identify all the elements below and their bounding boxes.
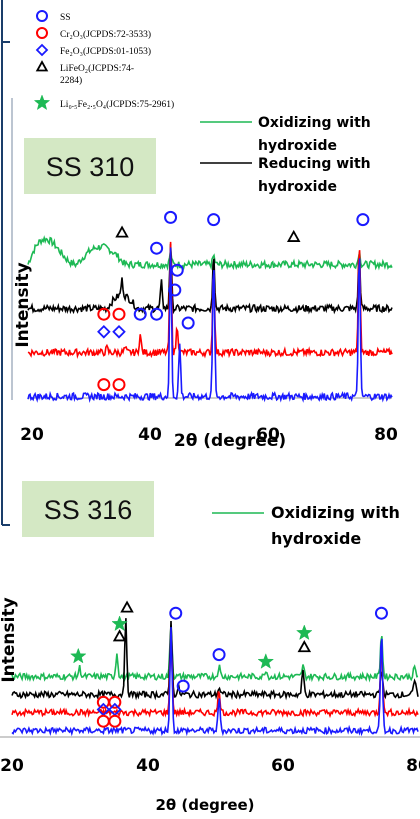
series-line (27, 243, 393, 315)
marker-circle (176, 679, 190, 693)
x-axis-label: 2θ (degree) (155, 796, 254, 814)
marker-circle (164, 210, 178, 224)
marker-circle (96, 714, 110, 728)
marker-circle (169, 606, 183, 620)
marker-diamond (112, 325, 126, 339)
marker-circle (212, 648, 226, 662)
panel-label: SS 316 (44, 495, 133, 525)
panel-ss310: SS 310 Oxidizing with hydroxide Reducing… (13, 115, 398, 451)
x-tick-label: 80 (406, 756, 420, 776)
marker-star (296, 624, 313, 641)
legend-label-oxidizing: Oxidizing with (258, 115, 371, 131)
legend-entry-label: Cr₂O₃(JCPDS:72-3533) (60, 29, 151, 40)
series-line (27, 241, 393, 359)
panel-label-box (22, 481, 154, 537)
marker-circle (36, 10, 48, 22)
x-axis-label: 2θ (degree) (174, 431, 286, 451)
marker-circle (112, 307, 126, 321)
panel-label-box (24, 138, 156, 194)
marker-diamond (97, 325, 111, 339)
panel-ss316: SS 316 Oxidizing with hydroxide Intensit… (0, 481, 420, 814)
legend-entry-label: SS (60, 13, 71, 23)
marker-circle (150, 241, 164, 255)
x-tick-label: 40 (138, 425, 162, 445)
marker-circle (112, 378, 126, 392)
x-tick-label: 60 (271, 756, 295, 776)
marker-circle (108, 695, 122, 709)
legend-label-oxidizing: Oxidizing with (271, 503, 400, 522)
marker-circle (150, 307, 164, 321)
marker-circle (181, 316, 195, 330)
marker-circle (374, 606, 388, 620)
series-line (11, 634, 419, 719)
legend-label-reducing-2: hydroxide (258, 179, 337, 195)
marker-circle (108, 714, 122, 728)
series-line (11, 627, 419, 737)
x-tick-label: 60 (256, 425, 280, 445)
marker-triangle (112, 629, 127, 642)
marker-star (33, 94, 51, 111)
marker-circle (97, 378, 111, 392)
marker-circle (97, 307, 111, 321)
panel-label: SS 310 (46, 152, 135, 182)
x-tick-label: 80 (374, 425, 398, 445)
series-line (11, 618, 419, 701)
y-axis-label: Intensity (0, 597, 19, 682)
marker-circle (36, 27, 48, 39)
legend-entry-label: Fe₂O₃(JCPDS:01-1053) (60, 46, 151, 57)
marker-triangle (286, 229, 301, 242)
marker-star (257, 653, 275, 669)
marker-circle (96, 695, 110, 709)
y-axis-label: Intensity (13, 262, 33, 347)
marker-circle (168, 283, 182, 297)
marker-triangle (120, 600, 134, 613)
legend-label-oxidizing-2: hydroxide (271, 529, 361, 548)
marker-triangle (297, 640, 312, 653)
x-tick-label: 20 (0, 756, 24, 776)
marker-triangle (115, 225, 129, 238)
legend-entry-label: LiFeO₂(JCPDS:74- (60, 63, 134, 74)
legend-label-reducing: Reducing with (258, 156, 371, 172)
marker-legend: SS Cr₂O₃(JCPDS:72-3533) Fe₂O₃(JCPDS:01-105… (33, 10, 174, 111)
marker-circle (133, 307, 147, 321)
marker-circle (170, 263, 184, 277)
series-line (27, 247, 393, 403)
marker-circle (207, 213, 221, 227)
legend-label-oxidizing-2: hydroxide (258, 138, 337, 154)
legend-entry-label: 2284) (60, 75, 82, 86)
marker-diamond (35, 43, 49, 57)
marker-star (111, 615, 128, 632)
legend-entry-label: Li₀.₅Fe₂.₅O₄(JCPDS:75-2961) (60, 99, 174, 110)
marker-triangle (35, 60, 49, 72)
series-line (11, 625, 419, 683)
marker-circle (356, 213, 370, 227)
x-tick-label: 40 (136, 756, 160, 776)
x-tick-label: 20 (20, 425, 44, 445)
series-line (27, 235, 393, 271)
marker-star (70, 647, 87, 664)
